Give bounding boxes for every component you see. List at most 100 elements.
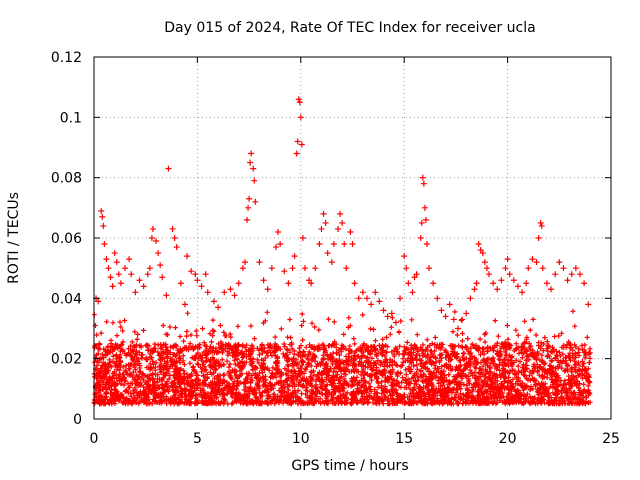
data-point-164 bbox=[581, 280, 588, 287]
data-point-64 bbox=[277, 241, 284, 248]
data-point-57 bbox=[252, 198, 259, 205]
data-point-44 bbox=[221, 289, 228, 296]
data-point-45 bbox=[227, 286, 234, 293]
dense-points-band bbox=[91, 308, 593, 407]
data-point-69 bbox=[293, 150, 300, 157]
data-point-129 bbox=[467, 295, 474, 302]
data-point-145 bbox=[514, 283, 521, 290]
data-point-157 bbox=[552, 271, 559, 278]
data-point-108 bbox=[405, 280, 412, 287]
data-point-149 bbox=[529, 256, 536, 263]
data-point-32 bbox=[173, 244, 180, 251]
data-point-113 bbox=[418, 219, 425, 226]
data-point-47 bbox=[235, 280, 242, 287]
data-point-37 bbox=[192, 271, 199, 278]
data-point-39 bbox=[198, 283, 205, 290]
data-point-112 bbox=[417, 235, 424, 241]
data-point-17 bbox=[132, 289, 139, 296]
data-point-107 bbox=[403, 265, 410, 272]
data-point-58 bbox=[256, 259, 263, 266]
data-point-87 bbox=[335, 225, 342, 232]
data-point-2 bbox=[98, 207, 105, 214]
y-tick-label-0: 0 bbox=[73, 412, 82, 428]
data-point-103 bbox=[388, 310, 395, 317]
x-tick-label-0: 0 bbox=[90, 431, 99, 447]
data-point-75 bbox=[299, 235, 306, 241]
y-tick-label-1: 0.02 bbox=[51, 352, 82, 368]
data-point-94 bbox=[351, 280, 358, 287]
data-point-123 bbox=[442, 313, 449, 320]
data-point-101 bbox=[380, 307, 387, 314]
data-point-100 bbox=[376, 298, 383, 305]
data-point-11 bbox=[113, 259, 120, 266]
data-point-97 bbox=[363, 295, 370, 302]
data-point-52 bbox=[246, 195, 253, 202]
x-tick-labels: 0 5 10 15 20 25 bbox=[90, 431, 620, 447]
data-point-43 bbox=[215, 304, 222, 311]
data-point-126 bbox=[454, 325, 461, 332]
data-point-85 bbox=[328, 259, 335, 266]
data-point-111 bbox=[413, 271, 420, 278]
data-point-63 bbox=[275, 228, 282, 235]
data-point-3 bbox=[99, 213, 106, 220]
y-tick-label-4: 0.08 bbox=[51, 171, 82, 187]
data-point-78 bbox=[308, 280, 315, 287]
data-point-84 bbox=[324, 250, 331, 257]
data-point-70 bbox=[294, 138, 301, 145]
data-point-140 bbox=[498, 277, 505, 284]
data-point-115 bbox=[420, 180, 427, 187]
data-point-135 bbox=[481, 259, 488, 266]
data-point-27 bbox=[159, 274, 166, 281]
y-tick-label-2: 0.04 bbox=[51, 291, 82, 307]
data-point-161 bbox=[568, 271, 575, 278]
data-point-21 bbox=[146, 265, 153, 272]
data-point-13 bbox=[117, 280, 124, 287]
data-point-117 bbox=[422, 216, 429, 223]
data-point-151 bbox=[535, 235, 542, 241]
data-point-121 bbox=[434, 295, 441, 302]
data-point-90 bbox=[341, 241, 348, 248]
data-point-68 bbox=[291, 253, 298, 260]
data-point-12 bbox=[115, 271, 122, 278]
data-point-19 bbox=[140, 283, 147, 290]
data-point-72 bbox=[296, 99, 303, 106]
data-point-142 bbox=[504, 256, 511, 263]
data-point-139 bbox=[494, 286, 501, 293]
y-tick-label-6: 0.12 bbox=[51, 50, 82, 66]
data-point-31 bbox=[171, 235, 178, 241]
data-point-20 bbox=[144, 271, 151, 278]
data-point-131 bbox=[473, 280, 480, 287]
data-point-122 bbox=[438, 307, 445, 314]
data-point-48 bbox=[239, 265, 246, 272]
data-point-109 bbox=[409, 289, 416, 296]
y-tick-label-3: 0.06 bbox=[51, 231, 82, 247]
data-point-125 bbox=[450, 316, 457, 323]
data-point-150 bbox=[533, 259, 540, 266]
data-point-73 bbox=[297, 114, 304, 121]
data-point-159 bbox=[560, 265, 567, 272]
data-point-10 bbox=[111, 250, 118, 257]
data-point-102 bbox=[384, 313, 391, 320]
data-point-95 bbox=[355, 295, 362, 302]
data-point-147 bbox=[523, 280, 530, 287]
data-point-8 bbox=[107, 274, 114, 281]
data-point-143 bbox=[506, 271, 513, 278]
data-point-91 bbox=[343, 265, 350, 272]
data-point-155 bbox=[543, 280, 550, 287]
data-point-114 bbox=[419, 174, 426, 181]
x-tick-label-3: 15 bbox=[395, 431, 413, 447]
data-point-62 bbox=[272, 244, 279, 251]
data-point-154 bbox=[539, 265, 546, 272]
data-point-50 bbox=[244, 216, 251, 223]
data-point-88 bbox=[337, 210, 344, 217]
data-point-66 bbox=[285, 280, 292, 287]
data-point-162 bbox=[572, 265, 579, 272]
data-point-98 bbox=[368, 301, 375, 308]
data-point-163 bbox=[576, 271, 583, 278]
data-point-138 bbox=[490, 280, 497, 287]
data-point-82 bbox=[320, 210, 327, 217]
data-point-61 bbox=[268, 265, 275, 272]
x-tick-label-1: 5 bbox=[193, 431, 202, 447]
data-point-165 bbox=[585, 301, 592, 308]
